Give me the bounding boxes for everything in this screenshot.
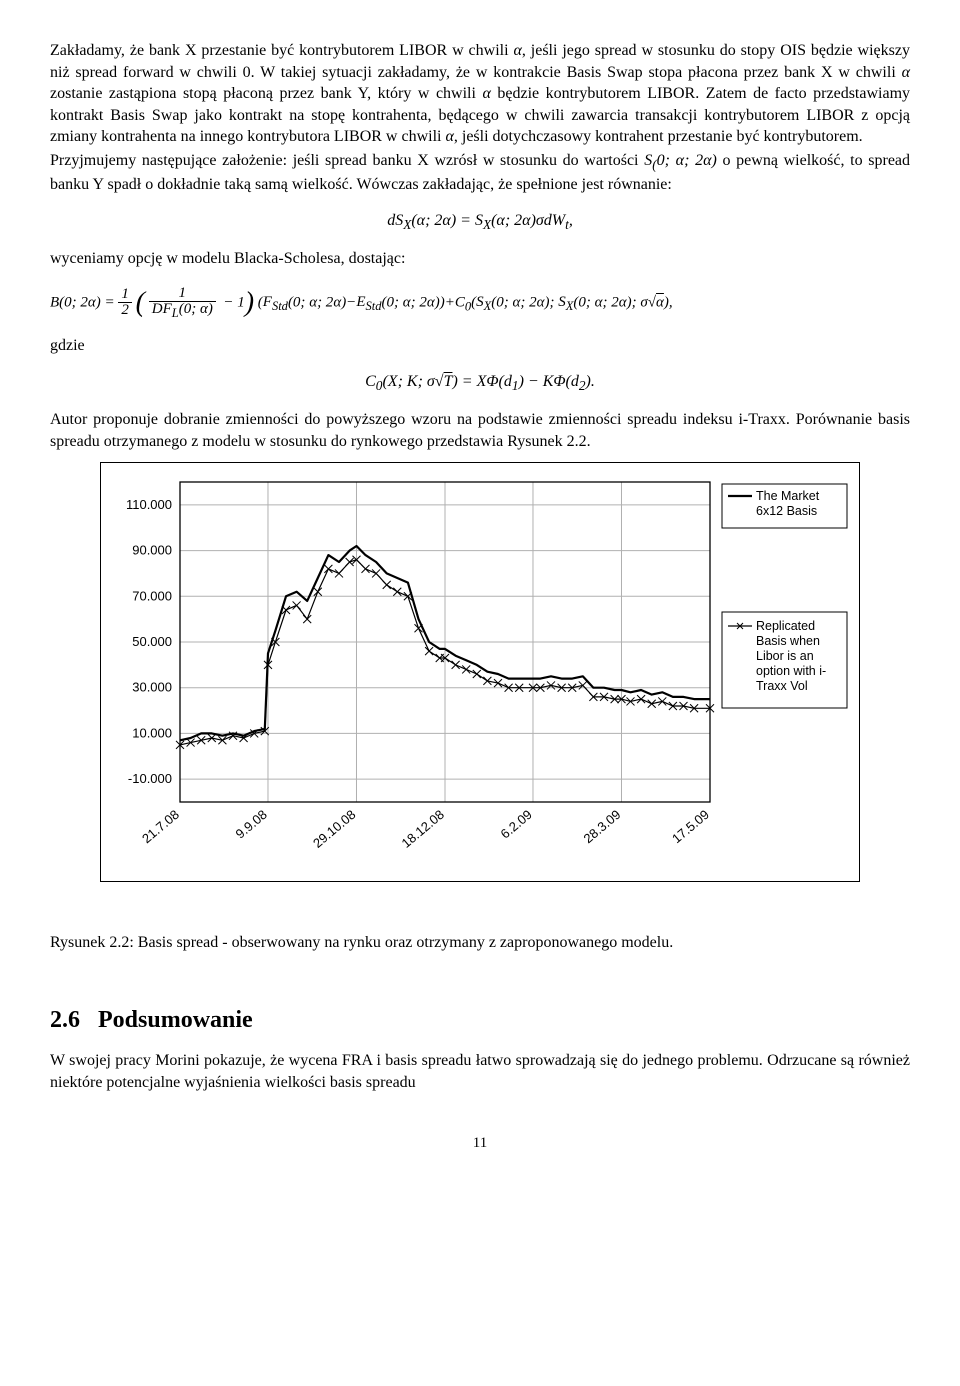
svg-text:Basis when: Basis when: [756, 634, 820, 648]
equation-3: C0(X; K; σ√T) = XΦ(d1) − KΦ(d2).: [50, 371, 910, 395]
text: Zakładamy, że bank X przestanie być kont…: [50, 42, 513, 59]
chart-svg: -10.000 10.000 30.000 50.000 70.000 90.000 110…: [100, 462, 860, 882]
paragraph-5: W swojej pracy Morini pokazuje, że wycen…: [50, 1050, 910, 1093]
equation-1: dSX(α; 2α) = SX(α; 2α)σdWt,: [50, 210, 910, 234]
paragraph-4: Autor proponuje dobranie zmienności do p…: [50, 409, 910, 452]
alpha: α: [902, 64, 910, 81]
svg-text:option with i-: option with i-: [756, 664, 826, 678]
svg-text:6x12 Basis: 6x12 Basis: [756, 504, 817, 518]
page-number: 11: [50, 1133, 910, 1153]
alpha: α: [513, 42, 521, 59]
svg-text:Traxx Vol: Traxx Vol: [756, 679, 808, 693]
alpha: α: [445, 128, 453, 145]
section-title: Podsumowanie: [98, 1007, 253, 1033]
svg-text:90.000: 90.000: [132, 543, 172, 558]
svg-text:-10.000: -10.000: [128, 771, 172, 786]
svg-text:50.000: 50.000: [132, 634, 172, 649]
svg-text:The Market: The Market: [756, 489, 820, 503]
figure-caption: Rysunek 2.2: Basis spread - obserwowany …: [50, 932, 910, 954]
svg-text:70.000: 70.000: [132, 589, 172, 604]
inline-math: S(0; α; 2α): [644, 152, 717, 169]
svg-text:30.000: 30.000: [132, 680, 172, 695]
svg-text:Libor is an: Libor is an: [756, 649, 814, 663]
text: Przyjmujemy następujące założenie: jeśli…: [50, 152, 644, 169]
text: zostanie zastąpiona stopą płaconą przez …: [50, 85, 482, 102]
gdzie-label: gdzie: [50, 335, 910, 357]
alpha: α: [482, 85, 490, 102]
paragraph-2: Przyjmujemy następujące założenie: jeśli…: [50, 150, 910, 196]
svg-text:110.000: 110.000: [126, 497, 172, 512]
paragraph-3: wyceniamy opcję w modelu Blacka-Scholesa…: [50, 248, 910, 270]
text: , jeśli dotychczasowy kontrahent przesta…: [454, 128, 863, 145]
basis-spread-chart: -10.000 10.000 30.000 50.000 70.000 90.000 110…: [100, 462, 860, 882]
svg-text:10.000: 10.000: [132, 726, 172, 741]
paragraph-1: Zakładamy, że bank X przestanie być kont…: [50, 40, 910, 148]
svg-text:Replicated: Replicated: [756, 619, 815, 633]
section-number: 2.6: [50, 1007, 80, 1033]
section-heading: 2.6 Podsumowanie: [50, 1004, 910, 1036]
equation-2: B(0; 2α) = 1 2 ( 1 DFL(0; α) − 1) (FStd(…: [50, 284, 910, 322]
